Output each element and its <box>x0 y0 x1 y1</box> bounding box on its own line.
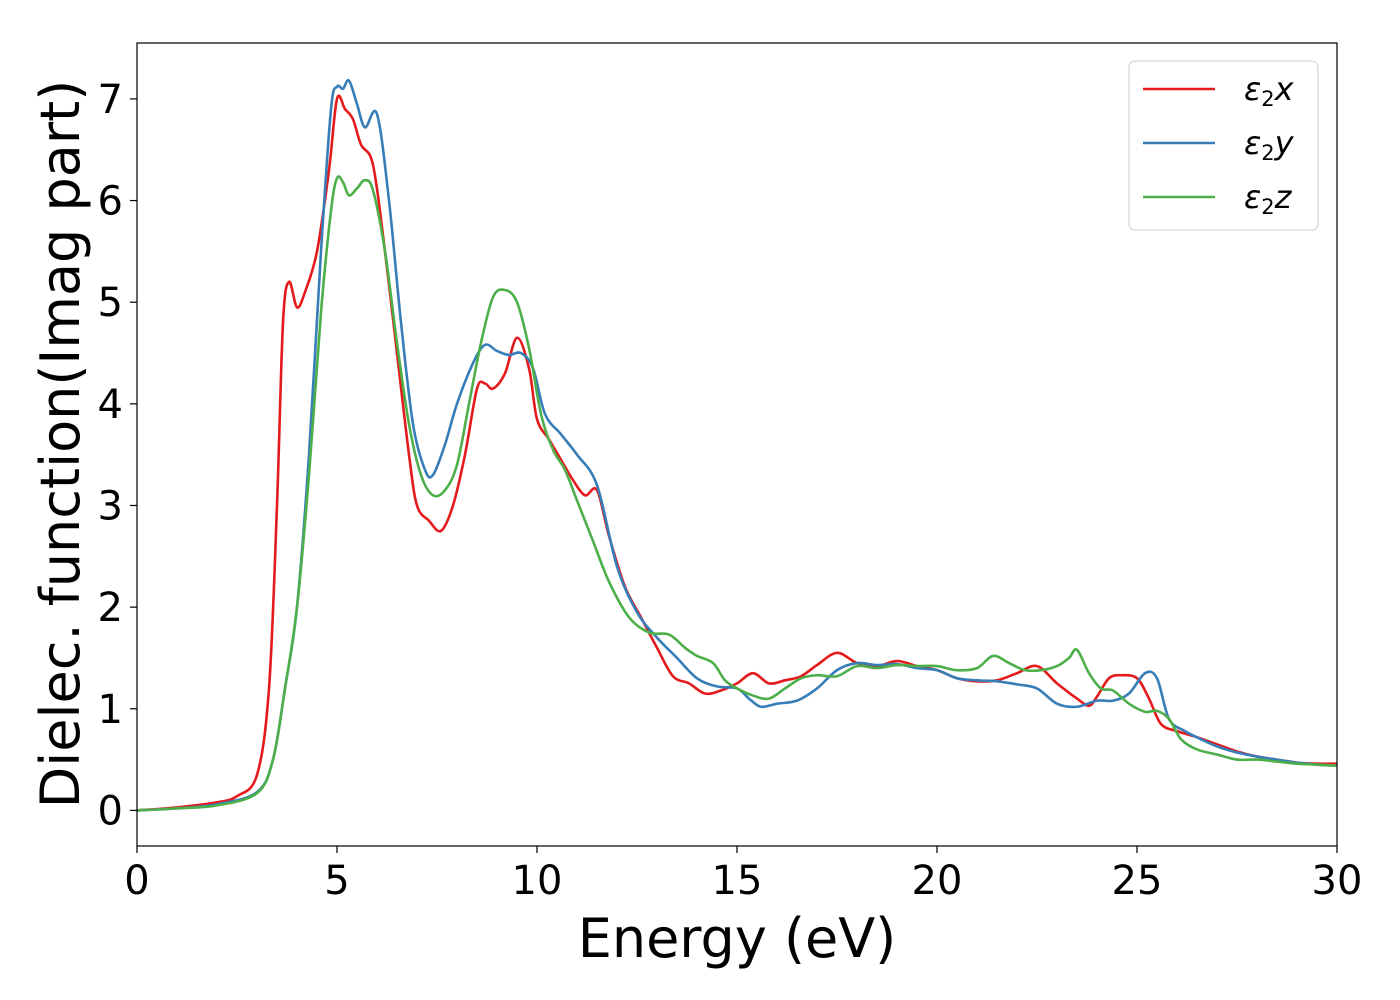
y-tick-label-6: 6 <box>98 179 123 225</box>
x-axis: 0 5 10 15 20 25 30 <box>124 846 1362 904</box>
legend-box <box>1128 60 1319 231</box>
legend-label-x: ε2x <box>1244 70 1295 111</box>
x-tick-label-10: 10 <box>512 858 563 904</box>
series-layer <box>136 78 1338 812</box>
y-axis-label: Dielec. function(Imag part) <box>29 80 92 809</box>
y-tick-label-7: 7 <box>98 77 123 123</box>
legend-label-z: ε2z <box>1244 178 1293 219</box>
legend-label-y: ε2y <box>1244 124 1295 165</box>
x-tick-label-5: 5 <box>324 858 349 904</box>
legend-items: ε2x ε2y ε2z <box>1143 70 1295 219</box>
y-axis: 0 1 2 3 4 5 6 7 <box>98 77 137 834</box>
x-tick-label-15: 15 <box>712 858 763 904</box>
y-tick-label-5: 5 <box>98 280 123 326</box>
y-tick-label-1: 1 <box>98 687 123 733</box>
x-tick-label-20: 20 <box>912 858 963 904</box>
legend: ε2x ε2y ε2z <box>1128 60 1319 231</box>
x-tick-label-0: 0 <box>124 858 149 904</box>
x-tick-label-30: 30 <box>1312 858 1363 904</box>
y-tick-label-4: 4 <box>98 382 123 428</box>
y-tick-label-0: 0 <box>98 788 123 834</box>
y-tick-label-2: 2 <box>98 585 123 631</box>
x-axis-label: Energy (eV) <box>578 907 897 970</box>
series-line-z <box>136 175 1338 812</box>
y-tick-label-3: 3 <box>98 483 123 529</box>
x-tick-label-25: 25 <box>1112 858 1163 904</box>
